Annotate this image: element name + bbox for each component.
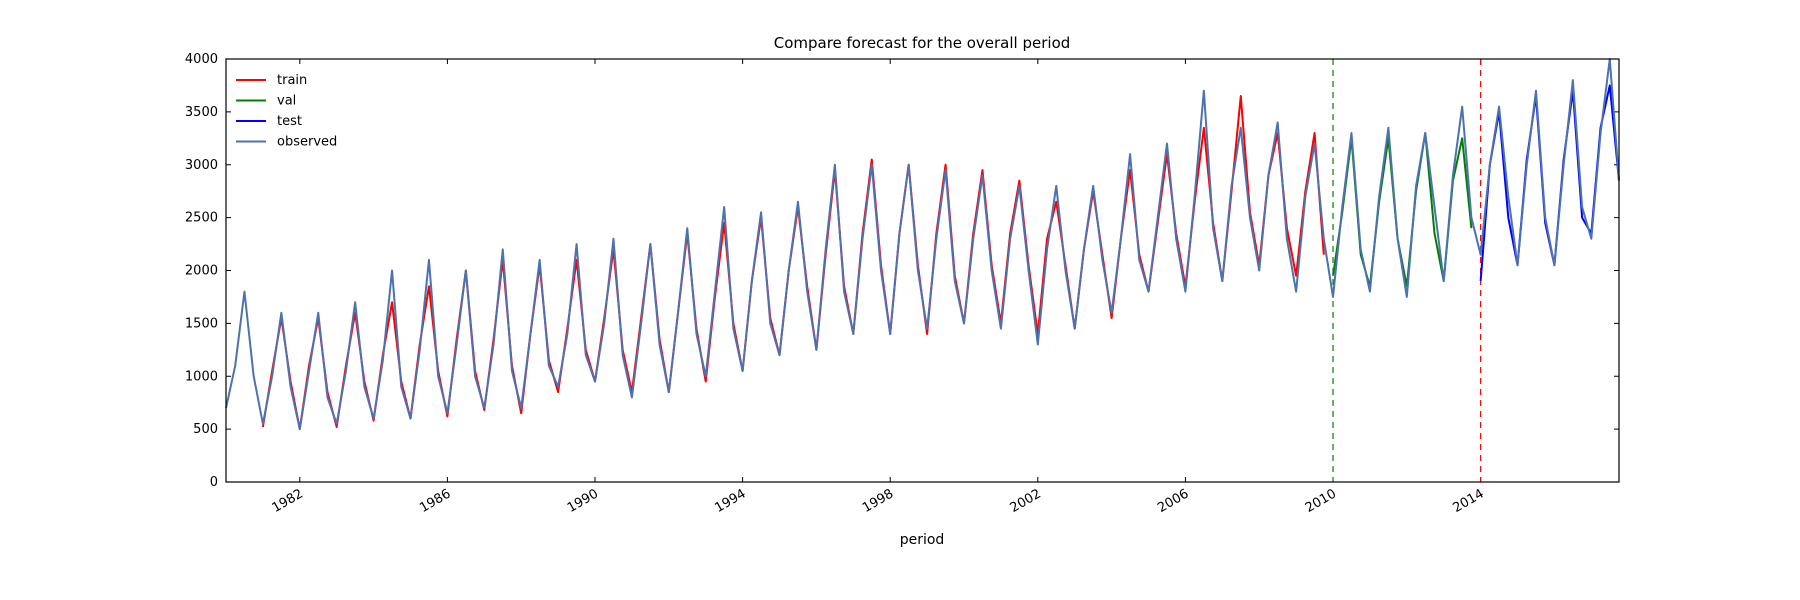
y-tick-label: 1500 <box>185 316 218 331</box>
x-axis-label: period <box>900 532 945 548</box>
y-tick-label: 1000 <box>185 369 218 384</box>
y-tick-label: 4000 <box>185 52 218 67</box>
y-tick-label: 500 <box>193 422 218 437</box>
legend-label: val <box>277 94 296 109</box>
series-line <box>225 58 1620 431</box>
y-tick-label: 2000 <box>185 264 218 279</box>
plot-frame <box>225 58 1620 483</box>
chart-title: Compare forecast for the overall period <box>774 34 1071 52</box>
legend-label: test <box>277 114 302 129</box>
legend-label: train <box>277 73 307 88</box>
y-tick-label: 0 <box>210 475 218 490</box>
y-tick-label: 3000 <box>185 158 218 173</box>
legend-label: observed <box>277 135 337 150</box>
y-tick-label: 3500 <box>185 105 218 120</box>
y-tick-label: 2500 <box>185 211 218 226</box>
